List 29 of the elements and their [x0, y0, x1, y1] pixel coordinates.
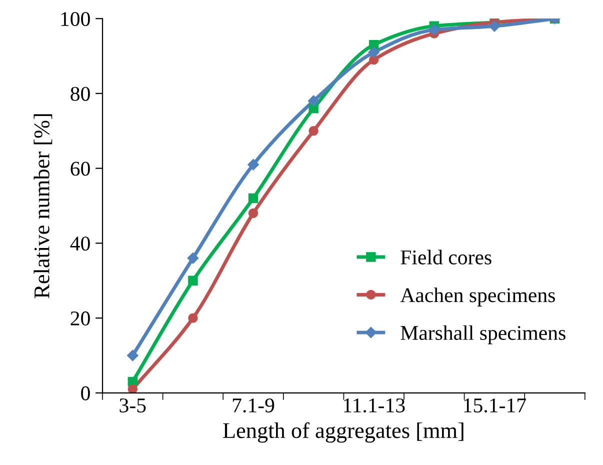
point: [308, 104, 318, 114]
point: [188, 276, 198, 286]
point: [248, 193, 258, 204]
legend-label: Field cores: [400, 250, 492, 264]
x-tick-label: 3-5: [120, 398, 146, 412]
point: [428, 24, 440, 36]
point: [368, 46, 380, 58]
point: [127, 350, 138, 362]
point: [308, 126, 318, 136]
y-axis-title: Relative number [%]: [34, 114, 52, 298]
y-tick-label: 40: [70, 236, 90, 251]
point: [308, 95, 320, 107]
x-tick-label: 7.1-9: [232, 398, 274, 413]
y-tick-label: 100: [61, 12, 90, 26]
legend-label: Aachen specimens: [400, 288, 555, 306]
point: [188, 313, 198, 323]
y-tick-label: 60: [70, 162, 90, 176]
point: [248, 208, 258, 218]
point: [128, 384, 138, 393]
y-tick-label: 20: [70, 311, 90, 326]
x-tick-label: 15.1-17: [464, 398, 526, 413]
y-tick-label: 0: [81, 386, 90, 400]
point: [187, 252, 199, 264]
y-tick-label: 80: [70, 86, 90, 101]
point: [248, 158, 259, 170]
legend-label: Marshall specimens: [400, 325, 566, 344]
x-tick-label: 11.1-13: [344, 398, 405, 413]
x-axis-title: Length of aggregates [mm]: [223, 422, 464, 443]
point: [488, 20, 500, 32]
